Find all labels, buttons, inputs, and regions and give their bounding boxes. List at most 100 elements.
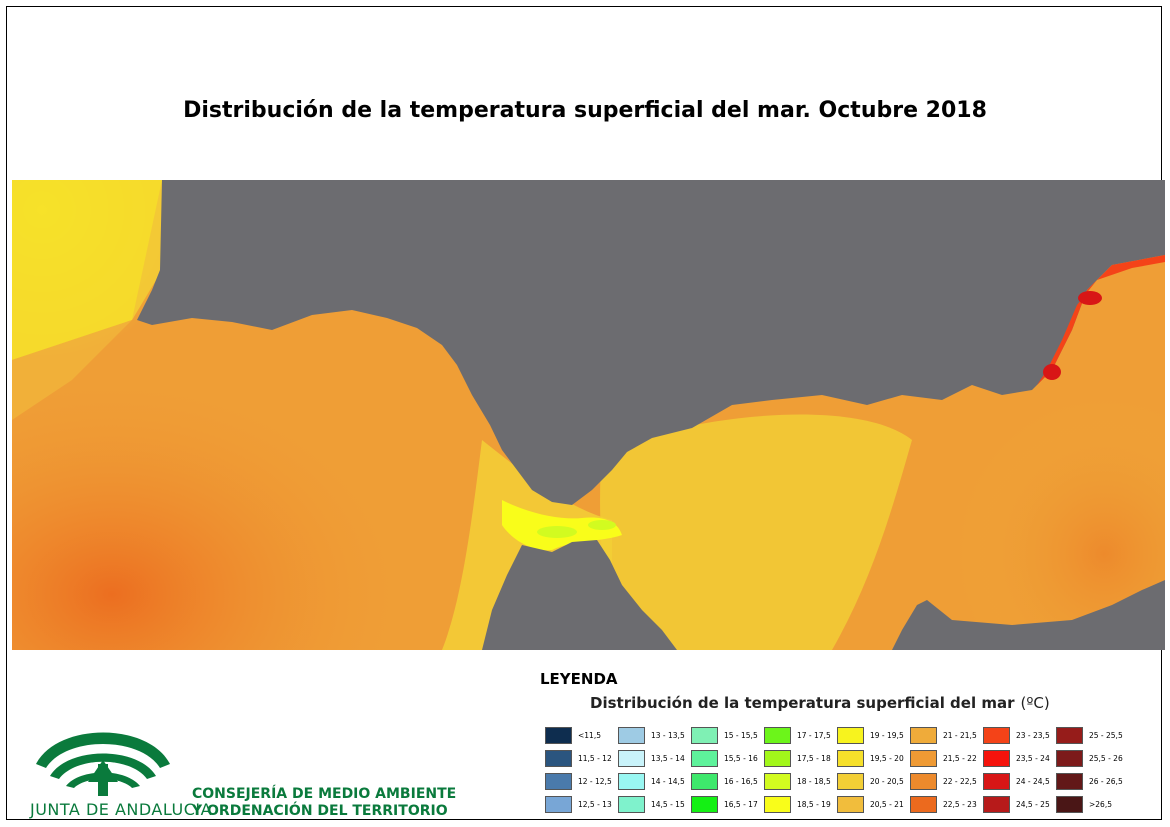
organization-line-2: Y ORDENACIÓN DEL TERRITORIO (192, 803, 448, 819)
legend-label: 11,5 - 12 (578, 754, 612, 763)
legend-item: 19,5 - 20 (837, 747, 910, 770)
legend-item: 24 - 24,5 (983, 770, 1056, 793)
legend-item: 26 - 26,5 (1056, 770, 1129, 793)
sea-zone-gulf (12, 180, 162, 420)
legend-item: 14 - 14,5 (618, 770, 691, 793)
legend-label: <11,5 (578, 731, 601, 740)
legend-swatch (618, 727, 645, 744)
legend-swatch (837, 773, 864, 790)
legend-label: 25,5 - 26 (1089, 754, 1123, 763)
legend-swatch (837, 727, 864, 744)
legend-label: 19,5 - 20 (870, 754, 904, 763)
legend-swatch (618, 750, 645, 767)
legend-label: 22 - 22,5 (943, 777, 977, 786)
land-morocco-coast (892, 580, 1165, 650)
legend-swatch (837, 796, 864, 813)
legend-swatch (837, 750, 864, 767)
land-north-africa (482, 540, 677, 650)
strait-cool-water (502, 500, 622, 551)
legend-label: >26,5 (1089, 800, 1112, 809)
legend-swatch (545, 727, 572, 744)
legend-item: 11,5 - 12 (545, 747, 618, 770)
organization-line-1: CONSEJERÍA DE MEDIO AMBIENTE (192, 786, 457, 802)
coastal-hotspot (1043, 364, 1061, 380)
legend-item: 16 - 16,5 (691, 770, 764, 793)
legend-item: 20 - 20,5 (837, 770, 910, 793)
legend-swatch (1056, 727, 1083, 744)
legend-label: 15 - 15,5 (724, 731, 758, 740)
legend-swatch (983, 750, 1010, 767)
legend-item: 12,5 - 13 (545, 793, 618, 816)
legend-unit: (ºC) (1020, 694, 1050, 712)
legend-label: 17,5 - 18 (797, 754, 831, 763)
legend-item: <11,5 (545, 724, 618, 747)
legend-subtitle: Distribución de la temperatura superfici… (590, 694, 1050, 712)
legend-item: 15,5 - 16 (691, 747, 764, 770)
legend-item: 20,5 - 21 (837, 793, 910, 816)
legend-item: 17 - 17,5 (764, 724, 837, 747)
legend-label: 22,5 - 23 (943, 800, 977, 809)
legend-item: 13,5 - 14 (618, 747, 691, 770)
legend-item: 25 - 25,5 (1056, 724, 1129, 747)
legend-label: 21,5 - 22 (943, 754, 977, 763)
legend-item: 22,5 - 23 (910, 793, 983, 816)
legend-item: 21,5 - 22 (910, 747, 983, 770)
legend-swatch (983, 796, 1010, 813)
legend-label: 23,5 - 24 (1016, 754, 1050, 763)
legend-item: 23 - 23,5 (983, 724, 1056, 747)
legend-swatch (1056, 796, 1083, 813)
legend-swatch (618, 796, 645, 813)
legend-swatch (764, 773, 791, 790)
legend-swatch (910, 727, 937, 744)
legend-item: 14,5 - 15 (618, 793, 691, 816)
legend-label: 25 - 25,5 (1089, 731, 1123, 740)
legend-label: 13,5 - 14 (651, 754, 685, 763)
junta-andalucia-logo (36, 732, 170, 796)
legend-label: 16 - 16,5 (724, 777, 758, 786)
legend-label: 21 - 21,5 (943, 731, 977, 740)
legend-label: 15,5 - 16 (724, 754, 758, 763)
legend-label: 18,5 - 19 (797, 800, 831, 809)
legend-item: 22 - 22,5 (910, 770, 983, 793)
legend-label: 16,5 - 17 (724, 800, 758, 809)
legend-swatch (910, 773, 937, 790)
strait-upwelling (588, 520, 616, 530)
legend-swatch (545, 796, 572, 813)
legend-swatch (691, 750, 718, 767)
legend-swatch (545, 773, 572, 790)
legend-swatch (764, 796, 791, 813)
legend-heading: LEYENDA (540, 670, 618, 688)
legend-item: 18,5 - 19 (764, 793, 837, 816)
legend-item: 19 - 19,5 (837, 724, 910, 747)
legend-item: 12 - 12,5 (545, 770, 618, 793)
sea-zone-alboran-east (600, 414, 912, 650)
legend-label: 24,5 - 25 (1016, 800, 1050, 809)
legend-swatch (764, 750, 791, 767)
legend-swatch (983, 727, 1010, 744)
legend-item: 25,5 - 26 (1056, 747, 1129, 770)
legend-label: 14,5 - 15 (651, 800, 685, 809)
legend-swatch (764, 727, 791, 744)
strait-upwelling (537, 526, 577, 538)
legend-label: 23 - 23,5 (1016, 731, 1050, 740)
legend-label: 12,5 - 13 (578, 800, 612, 809)
legend-label: 12 - 12,5 (578, 777, 612, 786)
legend-item: >26,5 (1056, 793, 1129, 816)
legend-swatch (1056, 750, 1083, 767)
legend-label: 26 - 26,5 (1089, 777, 1123, 786)
legend-label: 17 - 17,5 (797, 731, 831, 740)
sea-temperature-map[interactable] (12, 180, 1165, 650)
legend-subtitle-text: Distribución de la temperatura superfici… (590, 694, 1015, 712)
legend-item: 18 - 18,5 (764, 770, 837, 793)
legend-swatch (983, 773, 1010, 790)
sea-warm-zone-west (12, 180, 162, 360)
legend-label: 14 - 14,5 (651, 777, 685, 786)
legend-label: 18 - 18,5 (797, 777, 831, 786)
legend-swatch (1056, 773, 1083, 790)
legend-swatch (618, 773, 645, 790)
legend-swatch (691, 796, 718, 813)
legend-label: 24 - 24,5 (1016, 777, 1050, 786)
land-iberia (137, 180, 1165, 505)
legend-item: 13 - 13,5 (618, 724, 691, 747)
legend-label: 20,5 - 21 (870, 800, 904, 809)
